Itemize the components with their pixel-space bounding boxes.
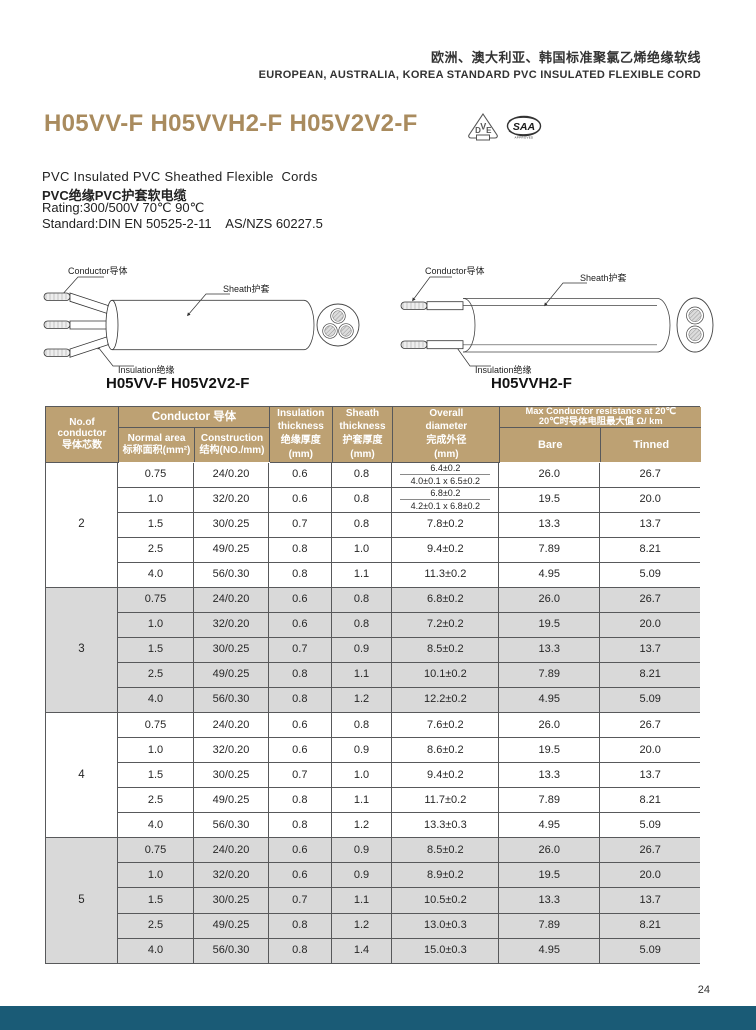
- svg-text:SAA: SAA: [513, 121, 535, 133]
- svg-text:APPROVED: APPROVED: [514, 136, 534, 140]
- svg-text:Sheath护套: Sheath护套: [580, 272, 627, 283]
- svg-text:H05VV-F H05V2V2-F: H05VV-F H05V2V2-F: [106, 375, 249, 392]
- svg-text:Insulation绝缘: Insulation绝缘: [118, 364, 175, 375]
- svg-text:H05VVH2-F: H05VVH2-F: [491, 375, 572, 392]
- svg-text:Conductor导体: Conductor导体: [68, 265, 128, 276]
- svg-text:Sheath护套: Sheath护套: [223, 283, 270, 294]
- svg-text:E: E: [486, 126, 492, 135]
- svg-text:Insulation绝缘: Insulation绝缘: [475, 364, 532, 375]
- svg-text:Conductor导体: Conductor导体: [425, 265, 485, 276]
